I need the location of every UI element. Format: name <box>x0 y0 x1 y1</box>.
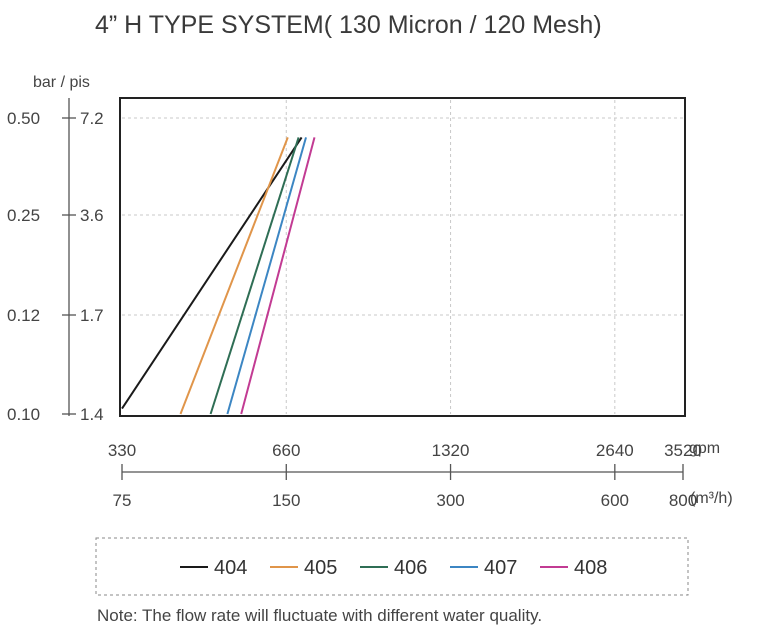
y-tick-label-psi: 1.7 <box>80 306 104 325</box>
y-ticks: 0.50 7.2 0.25 3.6 0.12 1.7 0.10 1.4 <box>7 109 104 424</box>
y-tick-label-psi: 1.4 <box>80 405 104 424</box>
series-line-407 <box>226 137 307 415</box>
x-tick-label-m3h: 600 <box>601 491 629 510</box>
series-line-406 <box>209 137 300 415</box>
x-tick-label-gpm: 330 <box>108 441 136 460</box>
legend-label-407: 407 <box>484 557 517 579</box>
legend-label-405: 405 <box>304 557 337 579</box>
series-line-405 <box>179 137 289 415</box>
plot-frame <box>119 97 686 417</box>
x-tick-label-m3h: 300 <box>436 491 464 510</box>
x-ticks: 330 75 660 150 1320 300 2640 600 3520 800 <box>108 441 702 510</box>
x-tick-label-gpm: 660 <box>272 441 300 460</box>
y-tick-label-bar: 0.50 <box>7 109 40 128</box>
legend-label-404: 404 <box>214 557 247 579</box>
x-tick-label-gpm: 3520 <box>664 441 702 460</box>
x-unit-m3h: (m³/h) <box>690 490 733 507</box>
series-group <box>121 136 316 415</box>
x-tick-label-m3h: 75 <box>113 491 132 510</box>
chart-title: 4” H TYPE SYSTEM( 130 Micron / 120 Mesh) <box>95 11 602 39</box>
y-unit-label: bar / pis <box>33 74 90 91</box>
legend-box <box>95 537 689 596</box>
legend: 404 405 406 407 408 <box>180 557 607 579</box>
x-tick-label-m3h: 150 <box>272 491 300 510</box>
series-line-404 <box>121 136 303 410</box>
x-tick-label-m3h: 800 <box>669 491 697 510</box>
legend-label-406: 406 <box>394 557 427 579</box>
y-tick-label-psi: 3.6 <box>80 206 104 225</box>
chart-note: Note: The flow rate will fluctuate with … <box>97 606 542 625</box>
series-line-408 <box>240 137 316 415</box>
y-tick-label-bar: 0.10 <box>7 405 40 424</box>
legend-label-408: 408 <box>574 557 607 579</box>
grid <box>122 100 683 414</box>
y-tick-label-bar: 0.12 <box>7 306 40 325</box>
y-tick-label-psi: 7.2 <box>80 109 104 128</box>
x-tick-label-gpm: 2640 <box>596 441 634 460</box>
y-tick-label-bar: 0.25 <box>7 206 40 225</box>
x-unit-gpm: gpm <box>689 440 720 457</box>
x-tick-label-gpm: 1320 <box>432 441 470 460</box>
